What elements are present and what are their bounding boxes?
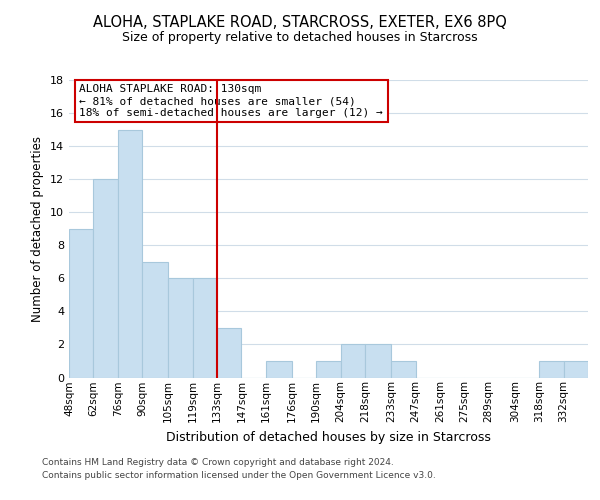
Y-axis label: Number of detached properties: Number of detached properties: [31, 136, 44, 322]
Bar: [193, 278, 217, 378]
Bar: [94, 179, 118, 378]
Bar: [341, 344, 365, 378]
Bar: [142, 262, 168, 378]
Bar: [391, 361, 416, 378]
Text: ALOHA STAPLAKE ROAD: 130sqm
← 81% of detached houses are smaller (54)
18% of sem: ALOHA STAPLAKE ROAD: 130sqm ← 81% of det…: [79, 84, 383, 117]
Bar: [563, 361, 588, 378]
Text: Contains public sector information licensed under the Open Government Licence v3: Contains public sector information licen…: [42, 472, 436, 480]
Text: Contains HM Land Registry data © Crown copyright and database right 2024.: Contains HM Land Registry data © Crown c…: [42, 458, 394, 467]
Bar: [539, 361, 563, 378]
Bar: [118, 130, 142, 378]
Bar: [316, 361, 341, 378]
Text: ALOHA, STAPLAKE ROAD, STARCROSS, EXETER, EX6 8PQ: ALOHA, STAPLAKE ROAD, STARCROSS, EXETER,…: [93, 15, 507, 30]
Bar: [69, 229, 94, 378]
X-axis label: Distribution of detached houses by size in Starcross: Distribution of detached houses by size …: [166, 430, 491, 444]
Bar: [217, 328, 241, 378]
Text: Size of property relative to detached houses in Starcross: Size of property relative to detached ho…: [122, 31, 478, 44]
Bar: [266, 361, 292, 378]
Bar: [365, 344, 391, 378]
Bar: [168, 278, 193, 378]
